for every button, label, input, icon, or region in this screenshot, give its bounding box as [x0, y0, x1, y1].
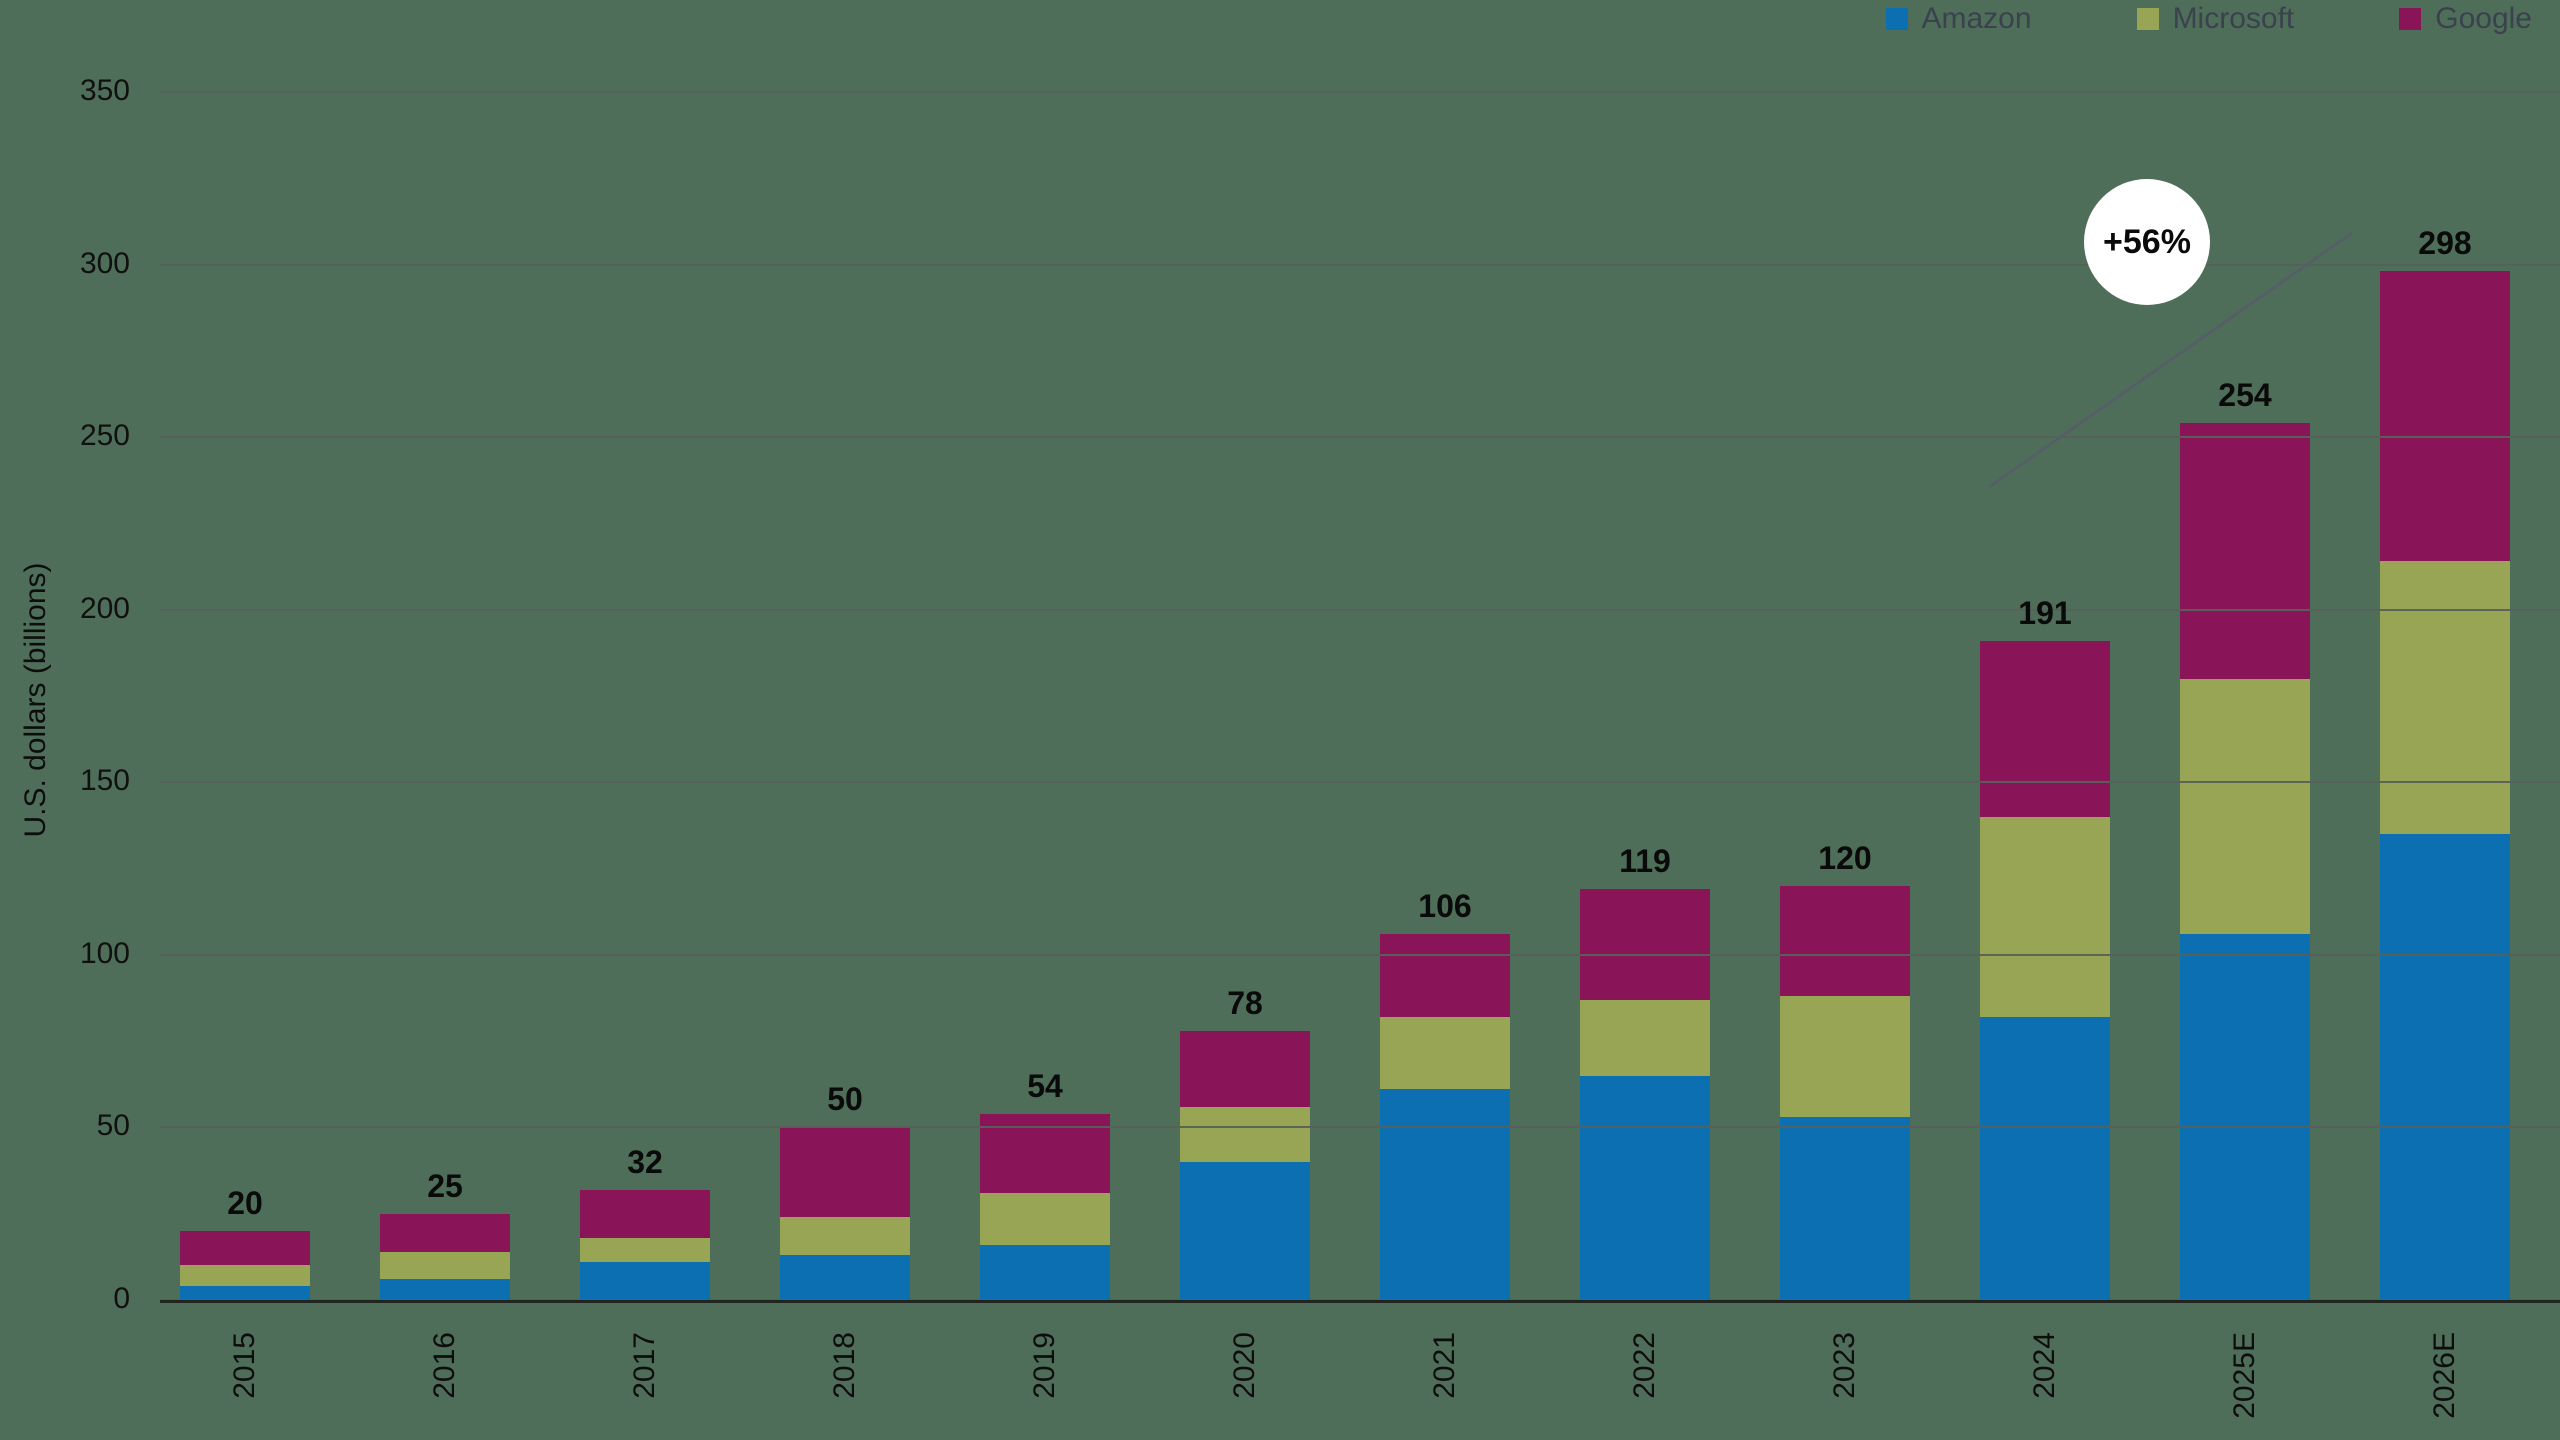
bar-segment-microsoft-2018: [780, 1217, 910, 1256]
bar-total-label-2024: 191: [2018, 594, 2072, 631]
x-tick-label-2021: 2021: [1428, 1332, 1461, 1399]
bar-total-label-2019: 54: [1027, 1067, 1063, 1104]
bar-segment-amazon-2018: [780, 1255, 910, 1300]
bar-segment-google-2026E: [2380, 271, 2510, 562]
bar-segment-google-2018: [780, 1127, 910, 1218]
bar-segment-amazon-2016: [380, 1279, 510, 1300]
legend-label-microsoft: Microsoft: [2172, 2, 2295, 35]
bar-segment-amazon-2021: [1380, 1089, 1510, 1300]
bar-segment-amazon-2023: [1780, 1117, 1910, 1300]
microsoft-swatch-icon: [2136, 8, 2159, 30]
growth-annotation-badge: +56%: [2084, 179, 2210, 305]
bar-segment-microsoft-2022: [1580, 999, 1710, 1076]
y-tick-label: 100: [79, 936, 130, 970]
bar-segment-microsoft-2017: [580, 1237, 710, 1263]
google-swatch-icon: [2399, 8, 2422, 30]
bar-segment-google-2022: [1580, 889, 1710, 1000]
bar-segment-microsoft-2026E: [2380, 561, 2510, 835]
bar-segment-amazon-2019: [980, 1244, 1110, 1300]
x-tick-label-2018: 2018: [828, 1332, 861, 1399]
bar-total-label-2021: 106: [1418, 888, 1472, 925]
bar-segment-amazon-2024: [1980, 1016, 2110, 1300]
x-tick-label-2019: 2019: [1028, 1332, 1061, 1399]
bar-segment-amazon-2022: [1580, 1075, 1710, 1300]
bar-segment-amazon-2020: [1180, 1161, 1310, 1300]
bar-segment-google-2017: [580, 1189, 710, 1238]
y-tick-label: 150: [79, 764, 130, 798]
y-tick-label: 200: [79, 591, 130, 625]
x-tick-label-2023: 2023: [1828, 1332, 1861, 1399]
x-tick-label-2016: 2016: [428, 1332, 461, 1399]
gridline-200: [160, 608, 2560, 611]
bar-segment-google-2020: [1180, 1030, 1310, 1107]
bar-segment-google-2021: [1380, 934, 1510, 1017]
y-tick-label: 300: [79, 246, 130, 280]
bar-segment-google-2016: [380, 1213, 510, 1252]
x-tick-label-2024: 2024: [2028, 1332, 2061, 1399]
x-axis-line: [160, 1300, 2560, 1303]
x-tick-label-2026E: 2026E: [2428, 1332, 2461, 1419]
bar-segment-microsoft-2019: [980, 1193, 1110, 1245]
legend-label-google: Google: [2435, 2, 2532, 35]
y-tick-label: 50: [96, 1109, 130, 1143]
bar-total-label-2026E: 298: [2418, 225, 2472, 262]
bar-segment-amazon-2015: [180, 1286, 310, 1300]
bar-segment-microsoft-2025E: [2180, 678, 2310, 935]
bar-segment-google-2015: [180, 1230, 310, 1266]
bar-segment-microsoft-2021: [1380, 1016, 1510, 1090]
legend-item-amazon: Amazon: [1885, 2, 2032, 36]
legend-label-amazon: Amazon: [1921, 2, 2032, 35]
y-tick-label: 250: [79, 419, 130, 453]
amazon-swatch-icon: [1885, 8, 1908, 30]
gridline-150: [160, 781, 2560, 784]
gridline-250: [160, 436, 2560, 439]
x-tick-label-2015: 2015: [228, 1332, 261, 1399]
bar-segment-microsoft-2023: [1780, 996, 1910, 1118]
gridline-300: [160, 263, 2560, 266]
bar-total-label-2025E: 254: [2218, 377, 2272, 414]
bar-total-label-2017: 32: [627, 1143, 663, 1180]
x-tick-label-2022: 2022: [1628, 1332, 1661, 1399]
bar-total-label-2016: 25: [427, 1167, 463, 1204]
bar-segment-google-2025E: [2180, 423, 2310, 679]
bar-total-label-2015: 20: [227, 1184, 263, 1221]
bar-segment-microsoft-2024: [1980, 816, 2110, 1017]
y-tick-label: 0: [113, 1282, 130, 1315]
bar-total-label-2020: 78: [1227, 984, 1263, 1021]
bar-total-label-2018: 50: [827, 1081, 863, 1118]
bar-total-label-2023: 120: [1818, 839, 1872, 876]
bar-total-label-2022: 119: [1619, 843, 1671, 880]
x-tick-label-2025E: 2025E: [2228, 1332, 2261, 1419]
legend-item-google: Google: [2399, 2, 2532, 36]
bar-segment-microsoft-2015: [180, 1265, 310, 1287]
gridline-100: [160, 953, 2560, 956]
growth-annotation-label: +56%: [2103, 222, 2191, 261]
bar-segment-microsoft-2016: [380, 1251, 510, 1280]
gridline-350: [160, 91, 2560, 93]
x-tick-label-2020: 2020: [1228, 1332, 1261, 1399]
bar-segment-amazon-2017: [580, 1262, 710, 1300]
bar-segment-microsoft-2020: [1180, 1106, 1310, 1162]
bar-segment-amazon-2026E: [2380, 834, 2510, 1300]
bar-segment-amazon-2025E: [2180, 934, 2310, 1300]
bar-segment-google-2023: [1780, 885, 1910, 997]
bar-segment-google-2024: [1980, 640, 2110, 817]
legend: Amazon Microsoft Google: [1885, 2, 2532, 36]
gridline-50: [160, 1126, 2560, 1129]
x-tick-label-2017: 2017: [628, 1332, 661, 1399]
legend-item-microsoft: Microsoft: [2136, 2, 2295, 36]
y-tick-label: 350: [79, 74, 130, 107]
y-axis-title: U.S. dollars (billions): [19, 562, 52, 838]
